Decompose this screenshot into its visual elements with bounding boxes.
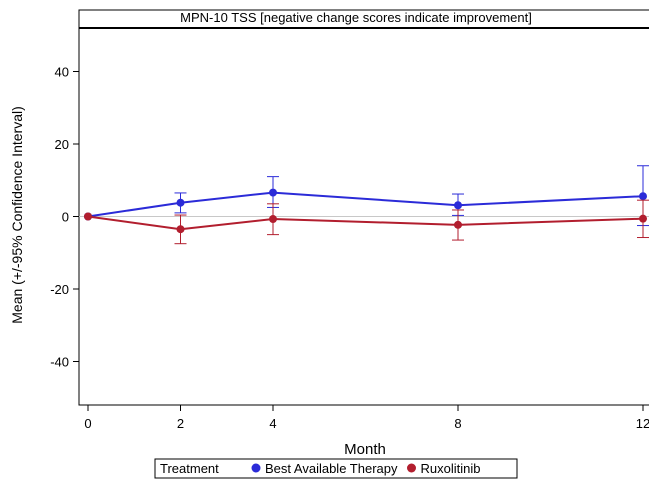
- y-tick-label: 20: [55, 137, 69, 152]
- y-tick-label: 0: [62, 210, 69, 225]
- data-point: [454, 220, 462, 229]
- legend-label-best-available-therapy: Best Available Therapy: [265, 461, 398, 476]
- data-point: [639, 214, 647, 223]
- x-tick-label: 12: [636, 416, 649, 431]
- x-tick-label: 8: [454, 416, 461, 431]
- data-point: [639, 192, 647, 201]
- legend: Treatment Best Available Therapy Ruxoliti…: [154, 458, 518, 479]
- y-tick-label: -40: [50, 355, 69, 370]
- data-point: [84, 212, 92, 221]
- series-ruxolitinib: [84, 199, 649, 245]
- y-axis-label: Mean (+/-95% Confidence Interval): [9, 106, 25, 324]
- y-tick-label: -20: [50, 282, 69, 297]
- data-point: [454, 201, 462, 210]
- x-tick-label: 2: [177, 416, 184, 431]
- legend-marker-ruxolitinib: [407, 463, 416, 473]
- x-tick-label: 0: [84, 416, 91, 431]
- plot-area: [78, 9, 649, 406]
- legend-title: Treatment: [160, 461, 219, 476]
- data-point: [269, 215, 277, 224]
- legend-label-ruxolitinib: Ruxolitinib: [421, 461, 481, 476]
- legend-marker-best-available-therapy: [251, 463, 261, 473]
- data-point: [269, 188, 277, 197]
- x-axis-label: Month: [344, 441, 386, 458]
- x-tick-label: 4: [269, 416, 276, 431]
- y-tick-label: 40: [55, 65, 69, 80]
- data-point: [176, 225, 185, 234]
- chart-title: MPN-10 TSS [negative change scores indic…: [180, 10, 532, 25]
- data-point: [176, 198, 185, 207]
- legend-box: [154, 458, 518, 479]
